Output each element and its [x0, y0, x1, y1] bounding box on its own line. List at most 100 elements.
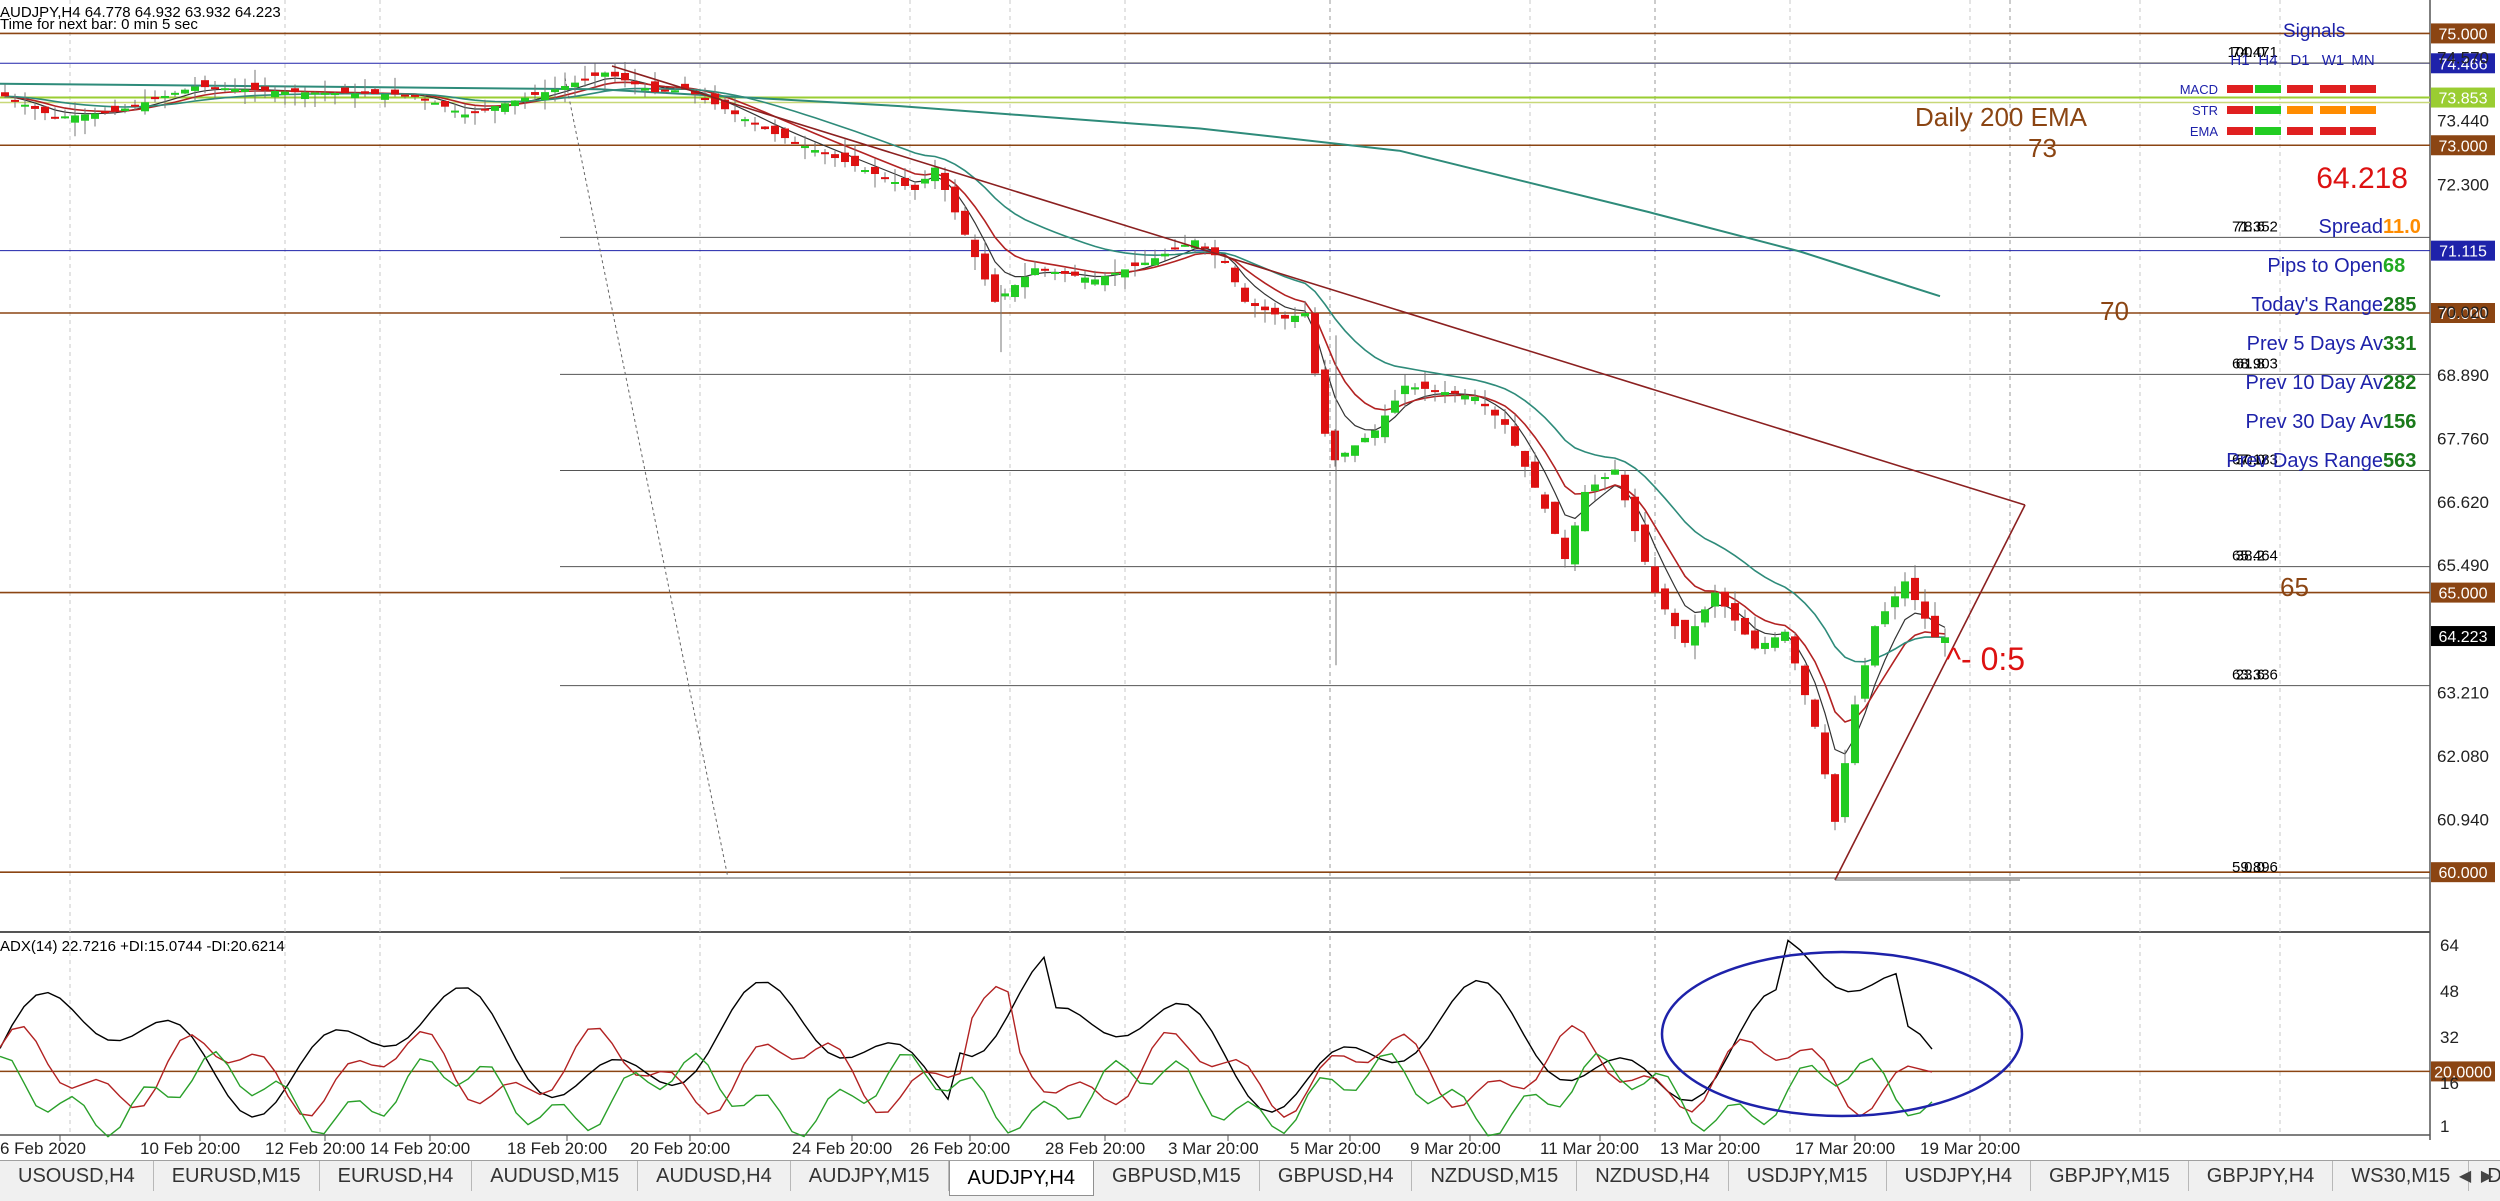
price-axis-label: 70.020 — [2437, 303, 2489, 322]
chart-tab[interactable]: USDJPY,H4 — [1887, 1161, 2031, 1191]
fib-level-label: 23.6 — [2236, 667, 2265, 684]
bear-candle — [991, 274, 999, 302]
adx-label: ADX(14) 22.7216 +DI:15.0744 -DI:20.6214 — [0, 938, 285, 955]
price-tag-label: 74.466 — [2439, 56, 2488, 73]
price-axis-label: 73.440 — [2437, 112, 2489, 131]
bull-candle — [231, 88, 239, 92]
tab-scroll-left-icon[interactable]: ◀ — [2458, 1168, 2472, 1185]
price-axis-label: 72.300 — [2437, 175, 2489, 194]
chart-tab[interactable]: GBPUSD,H4 — [1260, 1161, 1413, 1191]
horizontal-levels — [0, 32, 2430, 873]
bear-candle — [261, 86, 269, 91]
bear-candle — [1561, 537, 1569, 560]
signal-indicator — [2287, 106, 2313, 114]
bear-candle — [41, 106, 49, 114]
symbol-header: AUDJPY,H4 64.778 64.932 63.932 64.223 — [0, 4, 281, 21]
bear-candle — [1831, 774, 1839, 822]
bull-candle — [1341, 452, 1349, 457]
price-tag-label: 75.000 — [2439, 26, 2488, 43]
adx-axis-label: 1 — [2440, 1117, 2449, 1136]
adx-level-tag — [2431, 1061, 2495, 1082]
bar-timer: Time for next bar: 0 min 5 sec — [0, 16, 198, 33]
bull-candle — [1051, 272, 1059, 275]
bear-candle — [681, 83, 689, 90]
bear-candle — [341, 87, 349, 94]
bear-candle — [1251, 303, 1259, 307]
time-axis-label: 14 Feb 20:00 — [370, 1139, 470, 1158]
bear-candle — [371, 89, 379, 94]
chart-tab[interactable]: DAX30,M15 — [2469, 1161, 2500, 1191]
trendlines[interactable] — [564, 65, 2026, 881]
bull-candle — [1761, 642, 1769, 649]
bear-candle — [821, 152, 829, 155]
ascending-trendline[interactable] — [1834, 504, 2026, 881]
price-tags: 75.000 74.466 73.853 73.000 71.115 70.000 65.0… — [2431, 23, 2495, 1082]
chart-tab[interactable]: AUDJPY,H4 — [948, 1161, 1094, 1196]
bull-candle — [1411, 387, 1419, 390]
fib-anchor-line[interactable] — [564, 77, 729, 879]
bear-candle — [391, 89, 399, 95]
bear-candle — [951, 186, 959, 213]
info-row-label: Prev 5 Days Av — [2247, 333, 2383, 355]
bull-candle — [541, 92, 549, 101]
signal-timeframe-label: H1 — [2230, 52, 2249, 69]
chart-tab[interactable]: GBPJPY,H4 — [2189, 1161, 2334, 1191]
bull-candle — [891, 182, 899, 185]
bull-candle — [1381, 415, 1389, 438]
bull-candle — [1351, 445, 1359, 456]
chart-tab[interactable]: EURUSD,H4 — [320, 1161, 473, 1191]
current-price: 64.218 — [2316, 162, 2408, 195]
price-tag-label: 60.000 — [2439, 865, 2488, 882]
chart-tab-bar: USOUSD,H4 EURUSD,M15 EURUSD,H4 AUDUSD,M15 AU… — [0, 1160, 2500, 1201]
fib-price-label: 59.896 — [2232, 859, 2278, 876]
bull-candle — [1191, 240, 1199, 249]
signal-indicator — [2227, 106, 2253, 114]
chart-tab[interactable]: WS30,M15 — [2333, 1161, 2470, 1191]
chart-tab[interactable]: GBPUSD,M15 — [1094, 1161, 1260, 1191]
price-tag — [2431, 582, 2495, 603]
time-axis-label: 13 Mar 20:00 — [1660, 1139, 1760, 1158]
price-axis-label: 65.490 — [2437, 556, 2489, 575]
info-row: Prev 5 Days Av — [2247, 333, 2383, 355]
info-row: Prev 10 Day Av — [2246, 372, 2383, 394]
bull-candle — [181, 89, 189, 94]
vertical-grid — [69, 0, 2281, 1135]
time-axis-label: 18 Feb 20:00 — [507, 1139, 607, 1158]
chart-tab[interactable]: GBPJPY,M15 — [2031, 1161, 2189, 1191]
tab-scroll-right-icon[interactable]: ▶ — [2480, 1168, 2494, 1185]
descending-trendline[interactable] — [611, 65, 2026, 506]
bear-candle — [411, 94, 419, 97]
signal-indicator — [2287, 127, 2313, 135]
bear-candle — [1211, 247, 1219, 256]
signal-indicator — [2255, 85, 2281, 93]
price-tag — [2431, 626, 2495, 647]
bull-candle — [1141, 262, 1149, 266]
bear-candle — [841, 152, 849, 163]
chart-tab[interactable]: NZDUSD,M15 — [1412, 1161, 1578, 1191]
info-row-label: Prev 10 Day Av — [2246, 372, 2383, 394]
bear-candle — [1731, 603, 1739, 621]
ratio-annotation: ^- 0:5 — [1946, 641, 2025, 677]
chart-tab[interactable]: NZDUSD,H4 — [1577, 1161, 1729, 1191]
plus-di-line — [0, 1050, 1933, 1138]
bull-candle — [271, 91, 279, 98]
bull-candle — [491, 106, 499, 111]
fib-price-label: 63.336 — [2232, 667, 2278, 684]
price-tag-label: 73.853 — [2439, 91, 2488, 108]
bull-candle — [861, 170, 869, 173]
bull-candle — [1301, 313, 1309, 317]
chart-tab[interactable]: AUDJPY,M15 — [791, 1161, 949, 1191]
fibonacci-retracement[interactable]: 100.074.471 78.671.352 61.868.903 50.067.18… — [560, 44, 2430, 879]
chart-tab[interactable]: AUDUSD,H4 — [638, 1161, 791, 1191]
bull-candle — [1471, 396, 1479, 402]
chart-tab[interactable]: EURUSD,M15 — [154, 1161, 320, 1191]
bear-candle — [211, 87, 219, 90]
bear-candle — [201, 80, 209, 88]
chart-tab[interactable]: AUDUSD,M15 — [472, 1161, 639, 1191]
chart-tab[interactable]: USDJPY,M15 — [1729, 1161, 1887, 1191]
chart-tab[interactable]: USOUSD,H4 — [0, 1161, 154, 1191]
bull-candle — [1291, 315, 1299, 323]
bull-candle — [1441, 392, 1449, 396]
chart-canvas[interactable]: 100.074.471 78.671.352 61.868.903 50.067.18… — [0, 0, 2500, 1160]
signal-row-label: EMA — [2190, 124, 2219, 139]
